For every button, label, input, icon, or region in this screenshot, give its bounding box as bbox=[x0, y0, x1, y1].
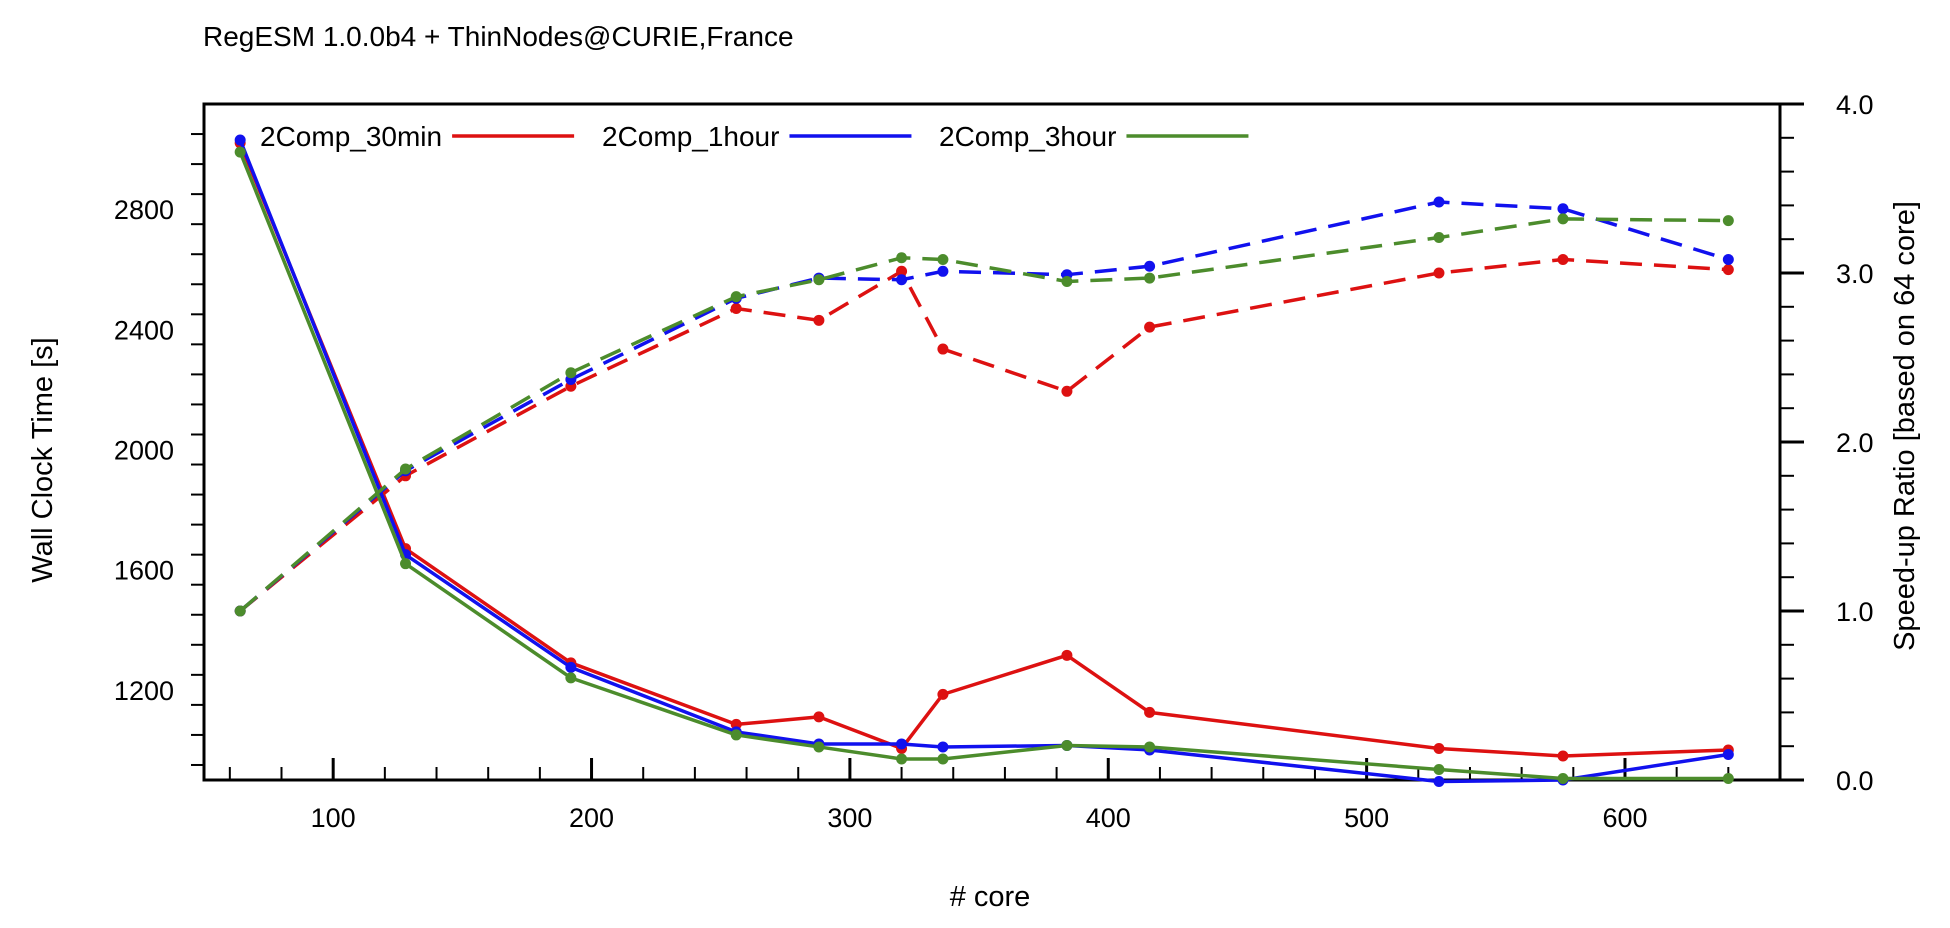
data-point-speedup bbox=[1557, 203, 1569, 215]
legend-label: 2Comp_3hour bbox=[939, 121, 1116, 152]
data-point-wall-time bbox=[234, 146, 246, 158]
data-point-speedup bbox=[813, 274, 825, 286]
x-tick-label: 600 bbox=[1602, 803, 1647, 833]
data-point-wall-time bbox=[730, 729, 742, 741]
data-point-wall-time bbox=[1061, 649, 1073, 661]
series-line-wall-time-2 bbox=[238, 151, 1729, 781]
data-point-wall-time bbox=[813, 741, 825, 753]
legend-label: 2Comp_30min bbox=[260, 121, 442, 152]
y-right-tick-label: 0.0 bbox=[1836, 766, 1874, 796]
data-point-speedup bbox=[896, 265, 908, 277]
x-tick-label: 300 bbox=[827, 803, 872, 833]
series-layer bbox=[234, 134, 1734, 788]
data-point-speedup bbox=[1722, 264, 1734, 276]
series-line-speedup-2 bbox=[239, 217, 1729, 613]
y-axis-right-title: Speed-up Ratio [based on 64 core] bbox=[1889, 201, 1921, 651]
data-point-speedup bbox=[813, 314, 825, 326]
data-point-speedup bbox=[1144, 321, 1156, 333]
data-point-wall-time bbox=[937, 688, 949, 700]
data-point-speedup bbox=[1722, 253, 1734, 265]
legend: 2Comp_30min 2Comp_1hour 2Comp_3hour bbox=[260, 121, 1249, 152]
y-right-tick-label: 2.0 bbox=[1836, 428, 1874, 458]
data-point-wall-time bbox=[896, 738, 908, 750]
data-point-speedup bbox=[1722, 215, 1734, 227]
data-point-wall-time bbox=[1722, 772, 1734, 784]
data-point-speedup bbox=[1144, 260, 1156, 272]
data-point-speedup bbox=[1061, 385, 1073, 397]
data-point-speedup bbox=[1433, 267, 1445, 279]
data-point-wall-time bbox=[1722, 748, 1734, 760]
data-point-speedup bbox=[400, 463, 412, 475]
data-point-wall-time bbox=[1557, 772, 1569, 784]
data-point-speedup bbox=[1061, 275, 1073, 287]
data-point-wall-time bbox=[565, 661, 577, 673]
series-line-wall-time-0 bbox=[238, 142, 1729, 758]
legend-label: 2Comp_1hour bbox=[602, 121, 779, 152]
y-left-tick-label: 2400 bbox=[114, 315, 174, 345]
y-left-tick-label: 1600 bbox=[114, 556, 174, 586]
data-point-wall-time bbox=[565, 672, 577, 684]
series-line-wall-time-1 bbox=[238, 139, 1729, 784]
data-point-speedup bbox=[896, 252, 908, 264]
data-point-speedup bbox=[937, 265, 949, 277]
y-left-tick-label: 1200 bbox=[114, 676, 174, 706]
y-right-tick-label: 1.0 bbox=[1836, 597, 1874, 627]
data-point-speedup bbox=[937, 253, 949, 265]
y-right-tick-label: 3.0 bbox=[1836, 259, 1874, 289]
series-line-speedup-0 bbox=[239, 257, 1729, 613]
data-point-speedup bbox=[730, 302, 742, 314]
x-tick-label: 500 bbox=[1344, 803, 1389, 833]
data-point-wall-time bbox=[813, 711, 825, 723]
data-point-wall-time bbox=[937, 741, 949, 753]
data-point-wall-time bbox=[937, 753, 949, 765]
axes: 100 200 300 400 500 600 1200 1600 2000 2400 2800 0.… bbox=[114, 90, 1874, 833]
data-point-wall-time bbox=[400, 558, 412, 570]
data-point-wall-time bbox=[1557, 750, 1569, 762]
data-point-wall-time bbox=[896, 753, 908, 765]
data-point-speedup bbox=[1557, 253, 1569, 265]
data-point-speedup bbox=[730, 291, 742, 303]
series-line-speedup-1 bbox=[239, 200, 1729, 613]
data-point-speedup bbox=[1433, 232, 1445, 244]
data-point-speedup bbox=[1557, 213, 1569, 225]
x-tick-label: 100 bbox=[311, 803, 356, 833]
data-point-wall-time bbox=[1144, 706, 1156, 718]
data-point-speedup bbox=[896, 274, 908, 286]
data-point-wall-time bbox=[1433, 776, 1445, 788]
data-point-speedup bbox=[937, 343, 949, 355]
x-axis-title: # core bbox=[950, 881, 1031, 913]
y-left-tick-label: 2000 bbox=[114, 436, 174, 466]
data-point-speedup bbox=[1144, 272, 1156, 284]
data-point-wall-time bbox=[1061, 739, 1073, 751]
data-point-speedup bbox=[1433, 196, 1445, 208]
data-point-wall-time bbox=[1144, 741, 1156, 753]
data-point-wall-time bbox=[1433, 742, 1445, 754]
y-axis-left-title: Wall Clock Time [s] bbox=[27, 337, 59, 582]
data-point-speedup bbox=[565, 367, 577, 379]
x-tick-label: 200 bbox=[569, 803, 614, 833]
y-right-tick-label: 4.0 bbox=[1836, 90, 1874, 120]
data-point-wall-time bbox=[234, 134, 246, 146]
data-point-wall-time bbox=[1433, 763, 1445, 775]
x-tick-label: 400 bbox=[1086, 803, 1131, 833]
chart-title: RegESM 1.0.0b4 + ThinNodes@CURIE,France bbox=[203, 21, 794, 52]
data-point-speedup bbox=[234, 605, 246, 617]
y-left-tick-label: 2800 bbox=[114, 195, 174, 225]
